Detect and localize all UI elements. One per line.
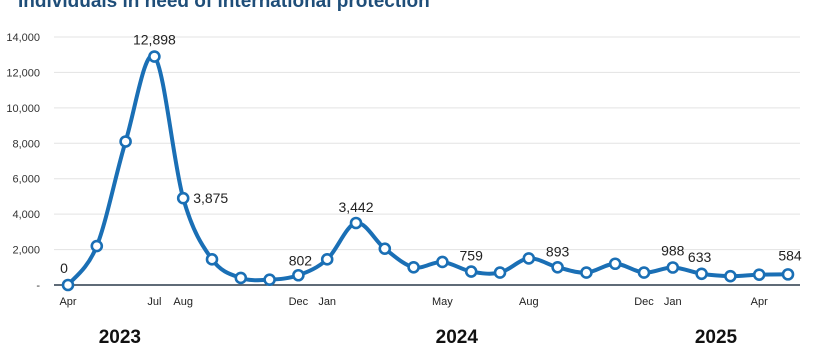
data-point (176, 191, 190, 205)
data-points (61, 50, 795, 292)
data-label: 3,442 (338, 199, 373, 215)
year-labels: 2023 2024 2025 (99, 327, 738, 348)
x-tick-label: Jan (318, 296, 336, 308)
chart-title: Individuals in need of international pro… (18, 0, 430, 12)
data-point (263, 273, 276, 286)
year-label: 2023 (99, 327, 141, 348)
data-labels: 0 12,898 3,875 802 3,442 759 893 988 633 584 (60, 32, 802, 276)
gridlines (54, 36, 800, 251)
data-point (551, 260, 564, 274)
x-tick-label: Apr (59, 296, 76, 308)
data-point (695, 267, 708, 281)
data-point (666, 261, 680, 274)
data-point (378, 242, 392, 255)
y-tick-label: 8,000 (12, 138, 40, 150)
x-tick-label: Jan (664, 296, 682, 308)
x-tick-label: Dec (289, 296, 309, 308)
year-label: 2024 (436, 327, 479, 348)
data-label: 633 (688, 249, 712, 265)
y-tick-label: 2,000 (12, 245, 40, 257)
x-axis-ticks: Apr Jul Aug Dec Jan May Aug Dec Jan Apr (59, 296, 768, 308)
x-tick-label: Aug (519, 296, 539, 308)
data-label: 893 (546, 243, 570, 259)
data-label: 759 (460, 248, 484, 264)
data-label: 3,875 (193, 190, 228, 206)
data-point (119, 135, 132, 148)
data-point (724, 269, 737, 283)
y-tick-label: 10,000 (6, 103, 40, 115)
data-label: 802 (289, 252, 313, 268)
data-point (407, 260, 420, 274)
data-point (90, 239, 104, 253)
y-axis-ticks: 14,000 12,000 10,000 8,000 6,000 4,000 2,000 - (6, 32, 40, 292)
x-tick-label: Dec (634, 296, 654, 308)
year-label: 2025 (695, 327, 738, 348)
data-label: 988 (661, 242, 685, 258)
data-point (436, 255, 449, 269)
data-label: 584 (778, 247, 802, 263)
x-tick-label: May (432, 296, 453, 308)
data-label: 12,898 (133, 32, 176, 48)
data-point (148, 50, 161, 63)
x-tick-label: Aug (173, 296, 193, 308)
x-tick-label: Apr (751, 296, 768, 308)
data-label: 0 (60, 260, 68, 276)
data-point (292, 268, 305, 282)
data-point (637, 266, 651, 279)
data-point (580, 266, 593, 279)
data-point (752, 268, 766, 281)
y-tick-label: - (36, 280, 40, 292)
y-tick-label: 4,000 (12, 209, 40, 221)
data-point (608, 257, 622, 271)
data-point (493, 266, 507, 279)
data-point (234, 271, 248, 285)
y-tick-label: 6,000 (12, 174, 40, 186)
data-point (205, 253, 219, 266)
data-point (349, 216, 363, 230)
y-tick-label: 12,000 (6, 67, 40, 79)
data-point (781, 268, 795, 281)
x-tick-label: Jul (147, 296, 161, 308)
data-point (464, 265, 478, 278)
data-point (522, 252, 536, 265)
data-point (61, 278, 75, 292)
y-tick-label: 14,000 (6, 32, 40, 44)
data-point (320, 253, 334, 266)
